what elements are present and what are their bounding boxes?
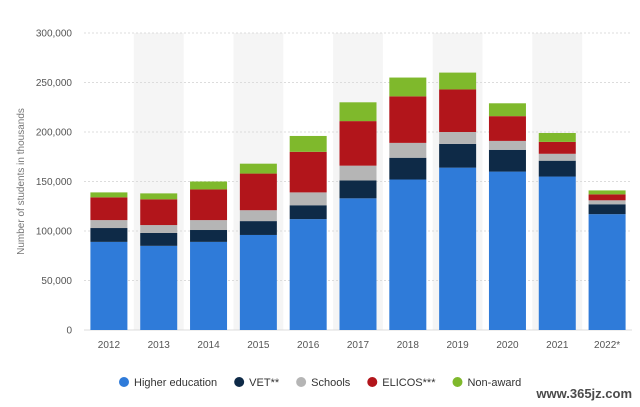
bar-segment-schools: [190, 220, 228, 231]
bar-segment-schools: [389, 142, 427, 158]
bar-segment-schools: [289, 192, 327, 206]
bar-segment-higher-education: [538, 176, 576, 330]
bar-segment-non-award: [190, 181, 228, 190]
legend-label: Higher education: [134, 377, 217, 389]
bar-segment-schools: [538, 153, 576, 161]
bar-segment-non-award: [289, 135, 327, 152]
y-axis-title: Number of students in thousands: [16, 108, 27, 255]
bar-segment-schools: [488, 140, 526, 150]
bar-segment-non-award: [588, 190, 626, 195]
legend-marker: [234, 377, 245, 387]
y-tick-label: 250,000: [36, 78, 73, 89]
bar-segment-schools: [239, 210, 277, 222]
legend-label: ELICOS***: [382, 377, 436, 389]
bar-segment-vet: [239, 221, 277, 235]
bar-segment-higher-education: [389, 179, 427, 330]
bar-segment-vet: [538, 160, 576, 177]
bar-segment-non-award: [90, 192, 128, 198]
x-tick-label: 2019: [447, 340, 470, 351]
bar-segment-vet: [588, 204, 626, 215]
bar-segment-elicos: [389, 96, 427, 143]
bar-segment-vet: [439, 143, 477, 168]
x-axis-ticks: 2012 2013 2014 2015 2016 2017 2018 2019 2020 2021…: [98, 340, 620, 351]
bar-segment-vet: [488, 149, 526, 172]
x-tick-label: 2014: [197, 340, 220, 351]
bar-segment-schools: [90, 220, 128, 229]
bar-segment-elicos: [439, 89, 477, 132]
bar-segment-higher-education: [239, 234, 277, 330]
bars: [90, 72, 626, 330]
bar-segment-schools: [140, 225, 178, 233]
bar-segment-vet: [90, 228, 128, 242]
bar-segment-higher-education: [488, 171, 526, 330]
bar-segment-vet: [389, 157, 427, 180]
bar-segment-vet: [140, 232, 178, 246]
x-tick-label: 2015: [247, 340, 270, 351]
bar-segment-higher-education: [90, 241, 128, 330]
bar-segment-non-award: [339, 102, 377, 122]
x-tick-label: 2017: [347, 340, 370, 351]
bar-segment-non-award: [140, 193, 178, 200]
bar-segment-non-award: [239, 163, 277, 174]
y-tick-label: 300,000: [36, 29, 73, 40]
x-tick-label: 2018: [397, 340, 420, 351]
bar-segment-elicos: [488, 116, 526, 141]
bar-segment-schools: [439, 132, 477, 144]
bar-segment-non-award: [488, 103, 526, 117]
legend-marker: [367, 377, 378, 387]
legend: Higher education VET** Schools ELICOS*** Non…: [119, 377, 521, 389]
bar-segment-elicos: [538, 141, 576, 154]
bar-segment-elicos: [588, 194, 626, 201]
bar-segment-higher-education: [339, 198, 377, 330]
x-tick-label: 2012: [98, 340, 121, 351]
bar-segment-vet: [190, 230, 228, 242]
x-tick-label: 2013: [148, 340, 171, 351]
legend-marker: [296, 377, 307, 387]
bar-segment-elicos: [339, 121, 377, 166]
bar-segment-elicos: [190, 189, 228, 221]
x-tick-label: 2022*: [594, 340, 620, 351]
bar-segment-higher-education: [190, 241, 228, 330]
y-tick-label: 200,000: [36, 128, 73, 139]
y-tick-label: 0: [66, 326, 72, 337]
legend-label: Non-award: [467, 377, 521, 389]
x-tick-label: 2021: [546, 340, 569, 351]
bar-segment-elicos: [239, 173, 277, 211]
bar-segment-vet: [339, 180, 377, 199]
bar-segment-higher-education: [439, 167, 477, 330]
bar-segment-vet: [289, 205, 327, 220]
bar-segment-higher-education: [140, 245, 178, 330]
legend-marker: [119, 377, 129, 387]
bar-segment-elicos: [90, 197, 128, 221]
bar-segment-non-award: [389, 77, 427, 97]
bar-segment-non-award: [439, 72, 477, 90]
legend-marker: [452, 377, 463, 387]
bar-segment-schools: [588, 200, 626, 205]
bar-segment-higher-education: [588, 214, 626, 330]
watermark-text: www.365jz.com: [535, 386, 632, 401]
y-tick-label: 100,000: [36, 227, 73, 238]
bar-segment-non-award: [538, 132, 576, 142]
y-tick-label: 150,000: [36, 177, 73, 188]
legend-label: Schools: [311, 377, 351, 389]
y-axis-ticks: 0 50,000 100,000 150,000 200,000 250,000 300,0…: [36, 29, 73, 337]
bar-segment-schools: [339, 165, 377, 181]
bar-segment-higher-education: [289, 219, 327, 330]
y-tick-label: 50,000: [41, 276, 72, 287]
x-tick-label: 2020: [496, 340, 519, 351]
legend-label: VET**: [249, 377, 280, 389]
bar-segment-elicos: [289, 151, 327, 193]
x-tick-label: 2016: [297, 340, 320, 351]
bar-segment-elicos: [140, 199, 178, 226]
